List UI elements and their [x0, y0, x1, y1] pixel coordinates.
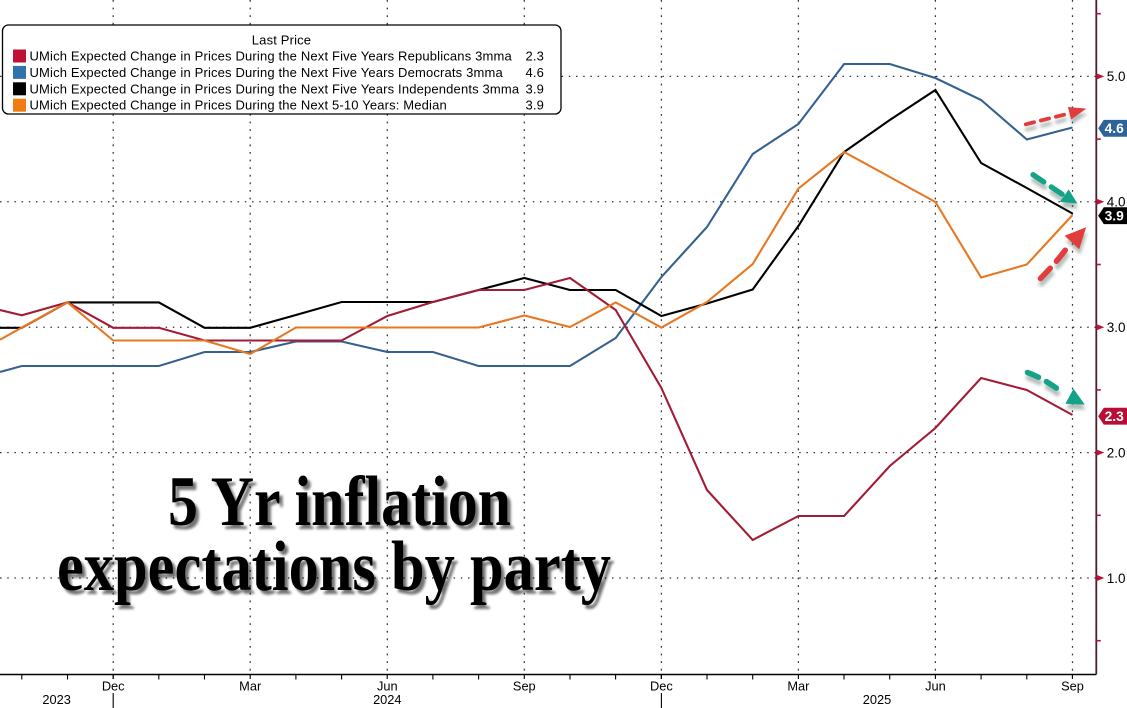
svg-text:expectations by party: expectations by party [57, 528, 611, 606]
svg-text:Last Price: Last Price [252, 33, 311, 48]
svg-text:2.0: 2.0 [1107, 445, 1126, 460]
svg-text:4.0: 4.0 [1107, 195, 1126, 210]
svg-text:UMich Expected Change in Price: UMich Expected Change in Prices During t… [30, 98, 447, 113]
svg-text:Sep: Sep [1061, 679, 1084, 694]
svg-text:2023: 2023 [42, 692, 70, 707]
svg-text:UMich Expected Change in Price: UMich Expected Change in Prices During t… [30, 49, 513, 64]
svg-text:Jun: Jun [377, 679, 398, 694]
svg-text:2.3: 2.3 [1105, 409, 1125, 424]
svg-text:Mar: Mar [239, 679, 262, 694]
svg-text:5 Yr inflation: 5 Yr inflation [171, 466, 514, 544]
svg-text:Jun: Jun [925, 679, 946, 694]
svg-text:1.0: 1.0 [1107, 571, 1126, 586]
svg-text:3.0: 3.0 [1107, 320, 1126, 335]
svg-text:3.9: 3.9 [525, 98, 544, 113]
svg-text:UMich Expected Change in Price: UMich Expected Change in Prices During t… [30, 81, 520, 96]
svg-text:expectations by party: expectations by party [60, 531, 614, 609]
svg-text:4.6: 4.6 [525, 65, 544, 80]
svg-text:2.3: 2.3 [525, 49, 544, 64]
svg-text:UMich Expected Change in Price: UMich Expected Change in Prices During t… [30, 65, 504, 80]
svg-text:4.6: 4.6 [1105, 121, 1125, 136]
svg-text:Dec: Dec [650, 679, 673, 694]
svg-text:Dec: Dec [102, 679, 125, 694]
svg-text:2025: 2025 [863, 692, 891, 707]
svg-text:3.9: 3.9 [1105, 209, 1125, 224]
svg-text:5.0: 5.0 [1107, 69, 1126, 84]
svg-text:Mar: Mar [787, 679, 810, 694]
svg-text:Sep: Sep [513, 679, 536, 694]
svg-text:2024: 2024 [373, 692, 401, 707]
svg-text:3.9: 3.9 [525, 81, 544, 96]
svg-text:5 Yr inflation: 5 Yr inflation [168, 463, 511, 541]
